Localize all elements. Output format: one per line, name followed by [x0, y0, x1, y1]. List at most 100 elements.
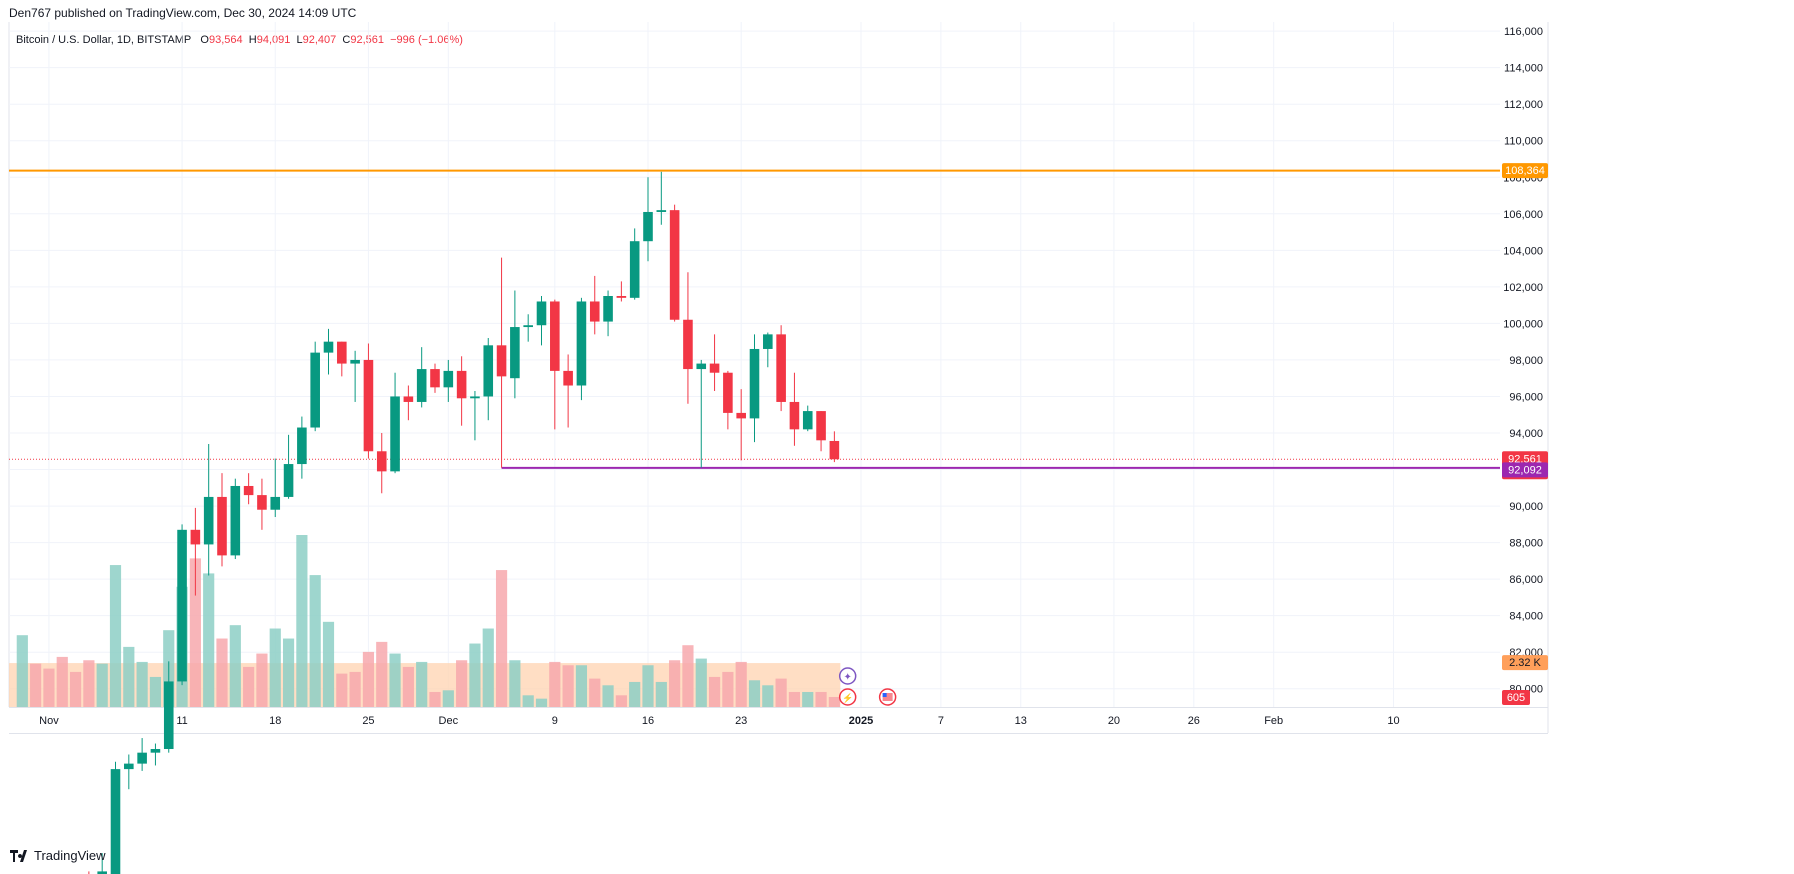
y-tick-label: 86,000 — [1509, 574, 1543, 586]
volume-bar — [96, 663, 108, 707]
candle-body — [163, 681, 174, 750]
volume-last-tag — [1502, 690, 1530, 705]
flag-stripes-icon — [882, 693, 893, 701]
support-price-tag-text: 92,092 — [1508, 464, 1542, 476]
volume-bar — [269, 628, 281, 707]
candle-body — [683, 319, 693, 370]
volume-bar — [282, 638, 295, 707]
volume-bar — [642, 665, 654, 707]
volume-bar — [509, 660, 521, 707]
volume-bar — [669, 660, 681, 707]
candle-body — [150, 749, 161, 753]
candle-body — [669, 210, 680, 320]
volume-bar — [589, 678, 601, 707]
volume-bar — [136, 661, 148, 707]
volume-bar — [535, 698, 548, 707]
volume-bar — [203, 573, 215, 707]
volume-bar — [802, 691, 814, 707]
dividend-marker-icon[interactable] — [838, 688, 857, 706]
volume-bar — [522, 695, 534, 707]
candle-body — [124, 763, 134, 770]
resistance-price-tag — [1502, 163, 1548, 179]
change-value: −996 (−1.06%) — [390, 34, 463, 46]
candle-body — [203, 496, 214, 545]
volume-bar — [575, 665, 588, 707]
volume-bar — [602, 685, 614, 707]
y-tick-label: 96,000 — [1509, 391, 1543, 403]
x-tick-label: 7 — [938, 715, 944, 727]
volume-last-tag-text: 605 — [1507, 692, 1525, 704]
y-tick-label: 112,000 — [1504, 99, 1543, 111]
candle-body — [376, 451, 387, 472]
volume-bar — [562, 665, 574, 707]
volume-bar — [43, 668, 55, 707]
symbol-name: Bitcoin / U.S. Dollar, 1D, BITSTAMP — [16, 34, 192, 46]
volume-bar — [815, 691, 827, 707]
candle-body — [443, 370, 454, 388]
volume-bar — [30, 663, 42, 707]
y-tick-label: 106,000 — [1503, 209, 1543, 221]
candle-body — [523, 325, 533, 328]
y-tick-label: 104,000 — [1503, 245, 1543, 257]
candle-body — [550, 301, 560, 371]
flag-canton-icon — [882, 693, 887, 697]
y-tick-label: 98,000 — [1509, 355, 1543, 367]
spark-icon: ✦ — [843, 672, 851, 683]
x-tick-label: 23 — [735, 715, 747, 727]
volume-bar — [655, 681, 667, 707]
candle-body — [603, 296, 613, 322]
lightning-icon: ⚡ — [842, 692, 853, 704]
tradingview-brand[interactable]: TradingView — [10, 848, 106, 863]
publisher-note: Den767 published on TradingView.com, Dec… — [9, 6, 357, 20]
resistance-price-tag-text: 108,364 — [1505, 165, 1545, 177]
volume-bar — [349, 671, 361, 707]
candle-body — [243, 485, 254, 496]
volume-bar — [69, 671, 82, 707]
candle-body — [350, 359, 360, 364]
x-tick-label: 10 — [1387, 715, 1399, 727]
candle-body — [829, 440, 840, 460]
candle-body — [283, 464, 294, 497]
candle-body — [789, 401, 800, 430]
volume-bar — [123, 646, 135, 707]
x-tick-label: 9 — [552, 715, 558, 727]
y-tick-label: 114,000 — [1504, 63, 1543, 75]
volume-bar — [549, 661, 561, 707]
x-tick-label: 18 — [269, 715, 281, 727]
volume-bar — [216, 638, 228, 707]
symbol-legend: Bitcoin / U.S. Dollar, 1D, BITSTAMP O93,… — [16, 34, 463, 46]
brand-label: TradingView — [34, 848, 106, 863]
x-tick-label: Feb — [1264, 715, 1283, 727]
x-tick-label: 25 — [362, 715, 374, 727]
candle-body — [723, 372, 733, 413]
low-label: L — [296, 34, 303, 46]
x-tick-label: 20 — [1108, 715, 1120, 727]
volume-bar — [229, 625, 241, 707]
volume-bar — [376, 641, 388, 707]
x-tick-label: 26 — [1188, 715, 1200, 727]
candle-body — [749, 348, 760, 419]
candle-body — [643, 211, 653, 242]
candle-body — [403, 396, 414, 402]
y-tick-label: 84,000 — [1509, 611, 1543, 623]
volume-bar — [442, 690, 454, 707]
candle-body — [563, 370, 573, 386]
candle-body — [589, 301, 600, 322]
event-marker-icon[interactable] — [838, 667, 857, 685]
candle-body — [576, 301, 587, 386]
candle-body — [230, 485, 241, 556]
candle-body — [416, 369, 427, 402]
support-price-tag — [1502, 462, 1548, 478]
x-tick-label: Nov — [39, 715, 59, 727]
volume-bar — [828, 696, 840, 707]
x-tick-label: 13 — [1015, 715, 1027, 727]
candle-body — [110, 769, 121, 874]
candle-body — [496, 345, 507, 377]
candle-body — [257, 495, 267, 510]
volume-bar — [788, 691, 801, 707]
candle-body — [696, 363, 707, 370]
high-value: 94,091 — [256, 34, 291, 46]
candle-body — [177, 529, 187, 682]
volume-bar — [149, 676, 162, 707]
